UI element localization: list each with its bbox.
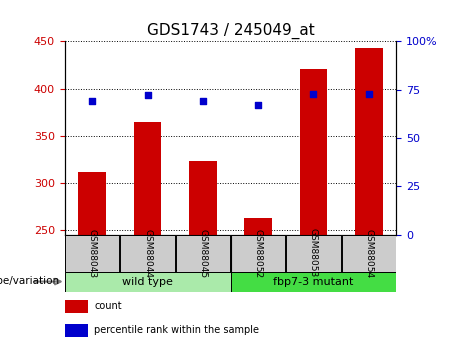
- Point: [365, 91, 372, 96]
- Bar: [355, 48, 383, 235]
- Point: [310, 91, 317, 96]
- Title: GDS1743 / 245049_at: GDS1743 / 245049_at: [147, 22, 314, 39]
- Text: genotype/variation: genotype/variation: [0, 276, 60, 286]
- Point: [144, 93, 151, 98]
- Text: GSM88044: GSM88044: [143, 229, 152, 278]
- Text: GSM88053: GSM88053: [309, 228, 318, 278]
- Text: GSM88054: GSM88054: [364, 228, 373, 278]
- Text: count: count: [95, 302, 122, 312]
- Text: GSM88052: GSM88052: [254, 228, 263, 278]
- Bar: [176, 235, 230, 272]
- Text: GSM88043: GSM88043: [88, 228, 97, 278]
- Bar: [189, 161, 217, 235]
- Bar: [65, 299, 89, 313]
- Text: GSM88045: GSM88045: [198, 228, 207, 278]
- Bar: [300, 69, 327, 235]
- Bar: [231, 235, 285, 272]
- Bar: [230, 272, 396, 292]
- Text: wild type: wild type: [122, 277, 173, 287]
- Bar: [65, 235, 119, 272]
- Bar: [78, 172, 106, 235]
- Bar: [65, 324, 89, 337]
- Text: percentile rank within the sample: percentile rank within the sample: [95, 325, 260, 335]
- Bar: [342, 235, 396, 272]
- Point: [199, 99, 207, 104]
- Text: fbp7-3 mutant: fbp7-3 mutant: [273, 277, 354, 287]
- Bar: [134, 121, 161, 235]
- Point: [89, 99, 96, 104]
- Bar: [65, 272, 230, 292]
- Bar: [244, 218, 272, 235]
- Point: [254, 102, 262, 108]
- Bar: [120, 235, 175, 272]
- Bar: [286, 235, 341, 272]
